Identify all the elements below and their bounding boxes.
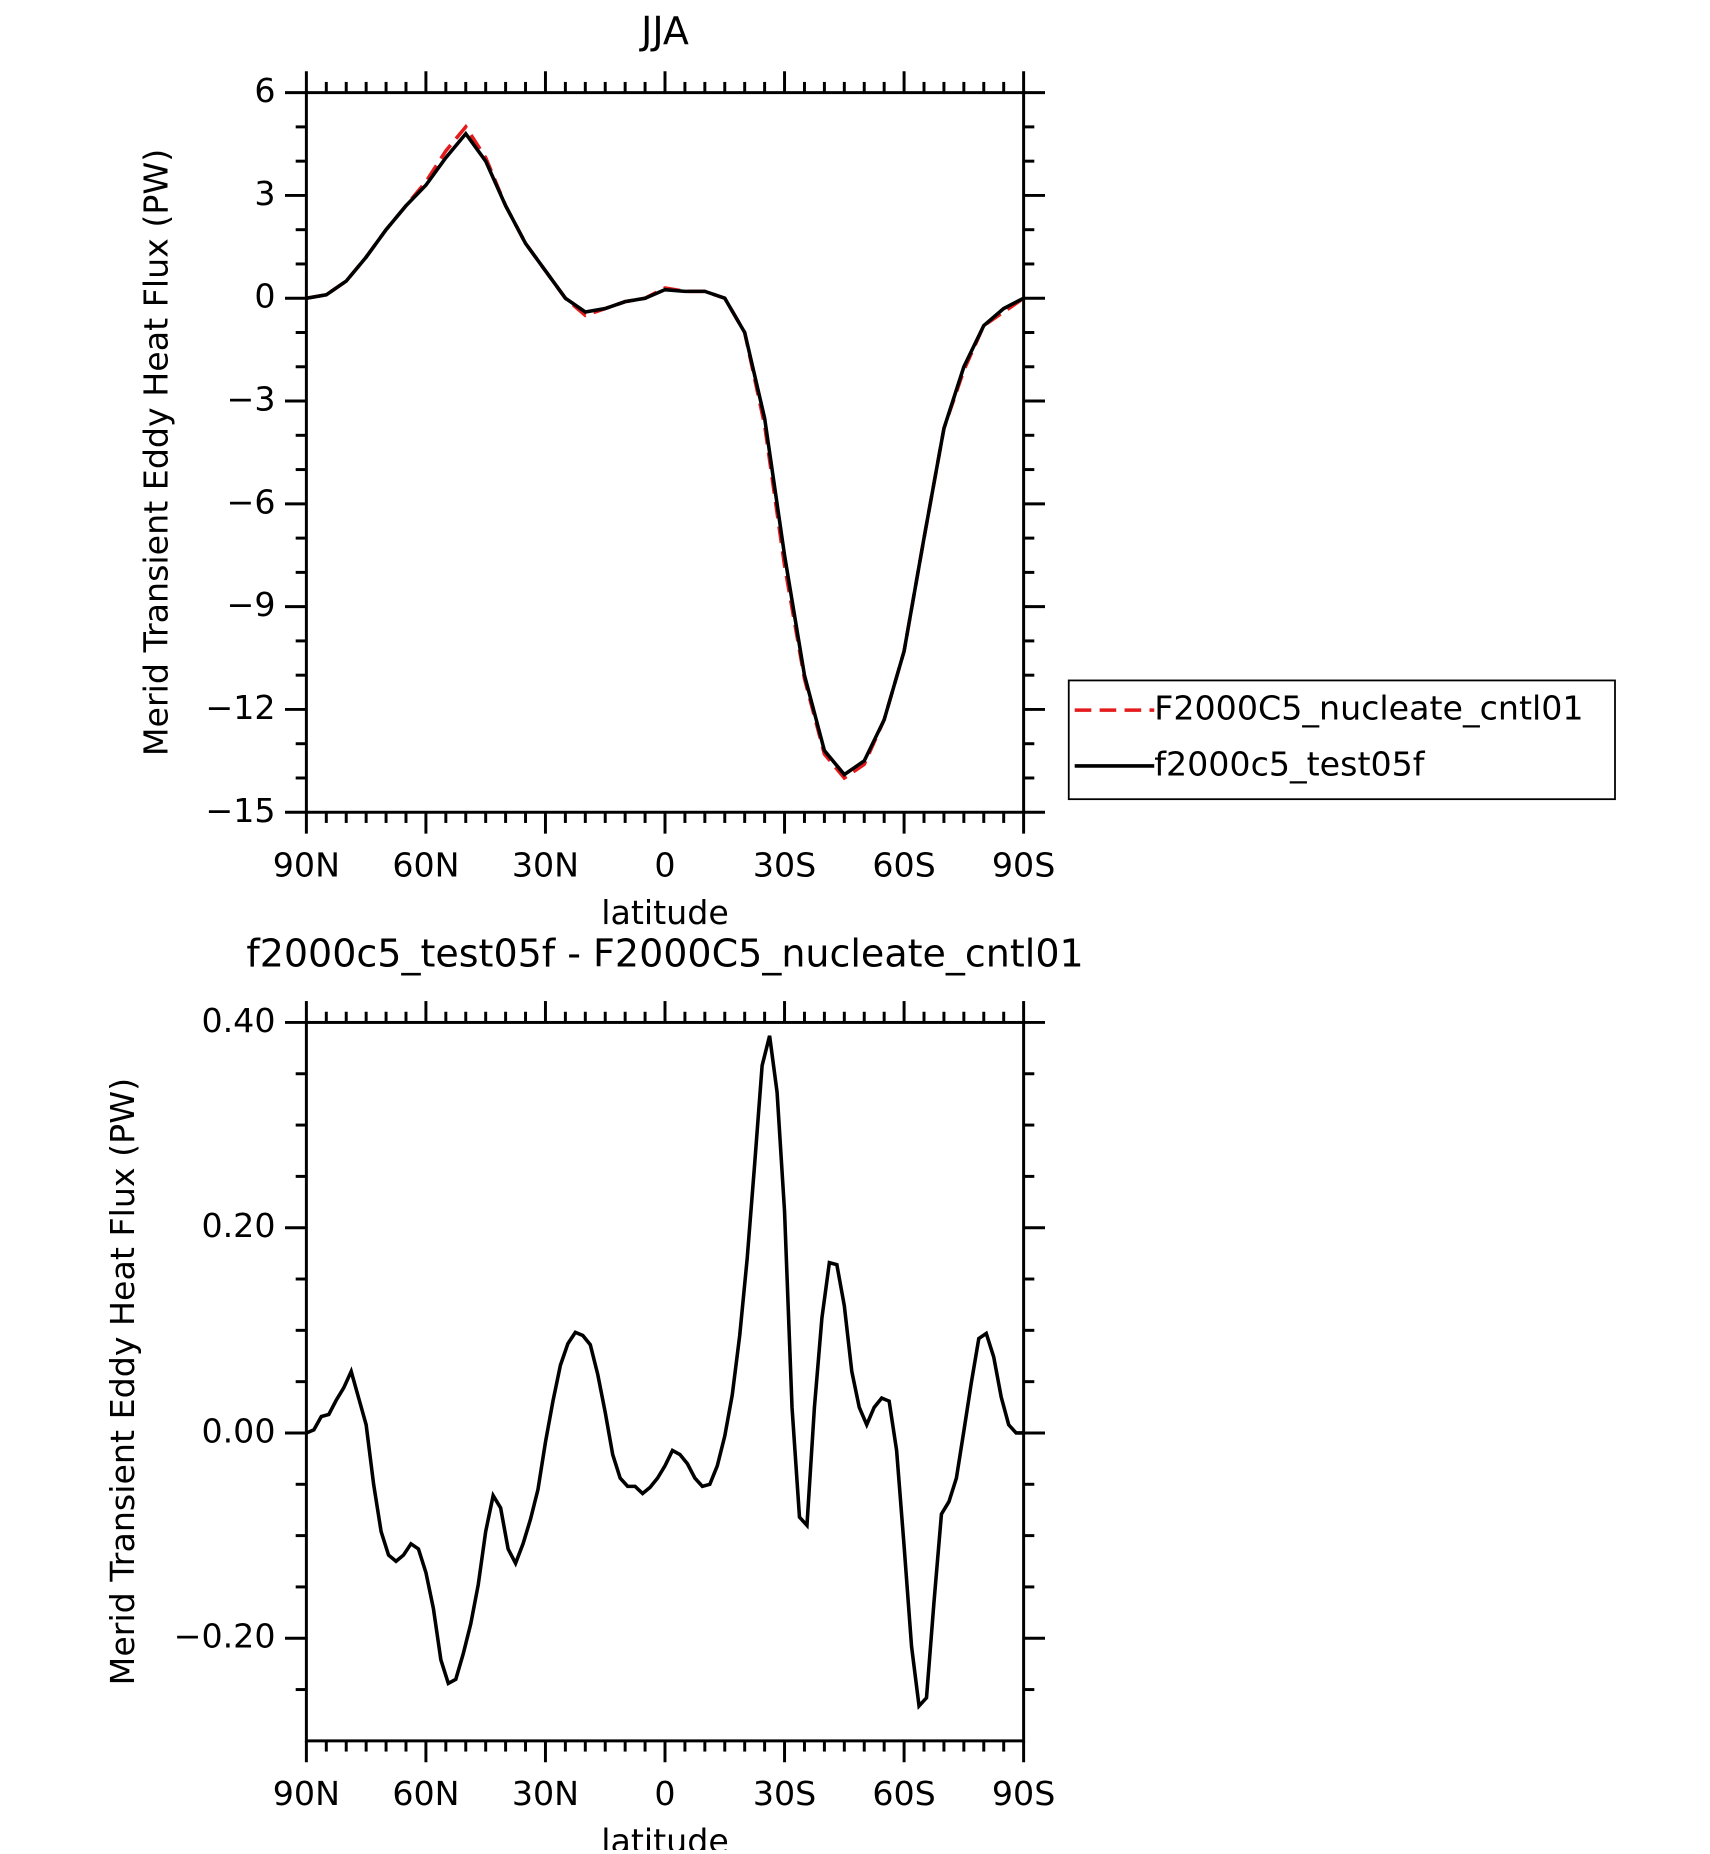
x-tick-label: 0	[654, 1774, 675, 1813]
y-tick-label: −9	[226, 585, 275, 624]
legend-label: F2000C5_nucleate_cntl01	[1154, 689, 1583, 728]
y-tick-label: −0.20	[174, 1617, 276, 1656]
y-axis-label: Merid Transient Eddy Heat Flux (PW)	[103, 1078, 142, 1685]
x-tick-label: 30S	[753, 1774, 816, 1813]
y-tick-label: 0.40	[201, 1001, 275, 1040]
x-tick-label: 60N	[392, 845, 459, 884]
plot-frame	[304, 91, 1026, 814]
y-tick-label: 0	[254, 277, 275, 316]
data-line	[306, 130, 1025, 777]
chart-title: JJA	[639, 9, 689, 53]
x-tick-label: 0	[654, 845, 675, 884]
y-tick-label: −15	[205, 791, 275, 830]
y-tick-label: 0.00	[201, 1411, 275, 1450]
y-tick-label: −3	[226, 380, 275, 419]
data-line	[306, 123, 1025, 781]
x-tick-label: 60S	[872, 845, 935, 884]
chart-title: f2000c5_test05f - F2000C5_nucleate_cntl0…	[246, 931, 1083, 975]
x-axis-label: latitude	[601, 893, 729, 932]
x-tick-label: 60S	[872, 1774, 935, 1813]
x-axis-label: latitude	[601, 1822, 729, 1851]
y-tick-label: 6	[254, 71, 275, 110]
data-line	[305, 1035, 1024, 1711]
y-tick-label: 0.20	[201, 1206, 275, 1245]
x-tick-label: 90N	[273, 845, 340, 884]
y-tick-label: 3	[254, 174, 275, 213]
x-tick-label: 30N	[512, 1774, 579, 1813]
y-tick-label: −12	[205, 688, 275, 727]
x-tick-label: 90S	[992, 845, 1055, 884]
x-tick-label: 30S	[753, 845, 816, 884]
canvas: JJA latitude Merid Transient Eddy Heat Flu…	[103, 9, 1616, 1854]
legend-box	[1067, 679, 1616, 801]
x-tick-label: 90N	[273, 1774, 340, 1813]
x-tick-label: 90S	[992, 1774, 1055, 1813]
y-tick-label: −6	[226, 482, 275, 521]
x-tick-label: 30N	[512, 845, 579, 884]
legend-label: f2000c5_test05f	[1154, 744, 1426, 783]
x-tick-label: 60N	[392, 1774, 459, 1813]
y-axis-label: Merid Transient Eddy Heat Flux (PW)	[136, 149, 175, 756]
plot-frame	[304, 1020, 1026, 1743]
